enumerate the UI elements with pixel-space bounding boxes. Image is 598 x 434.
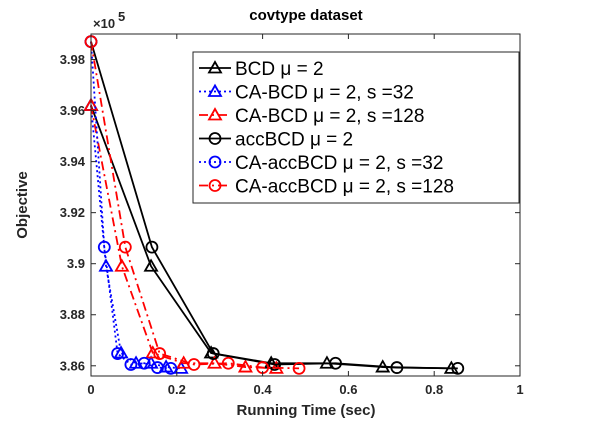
series-4-point: [329, 356, 342, 370]
series-2-point: [98, 258, 114, 272]
x-tick-label: 0.6: [339, 382, 357, 397]
series-3-point: [237, 359, 253, 373]
series-4: [84, 35, 465, 375]
series-6-point: [153, 347, 167, 360]
series-6-point: [187, 358, 201, 371]
plot-frame: [90, 33, 521, 377]
legend-swatch-marker: [208, 179, 222, 192]
series-6-point: [221, 356, 235, 370]
series-5-point: [124, 358, 138, 371]
chart-title: covtype dataset: [249, 7, 362, 24]
series-5-point: [111, 347, 124, 360]
legend-box: [192, 51, 520, 204]
axes-layer: 0 0.2 0.4 0.6 0.8 1 3.86 3.88 3.9 3.92 3.94 3.96 3.9…: [60, 33, 524, 397]
series-5-line: [90, 41, 171, 370]
y-tick-label: 3.86: [60, 358, 85, 373]
legend-item-4: accBCD μ = 2: [199, 130, 353, 151]
y-tick-label: 3.9: [67, 256, 85, 271]
y-exponent-base: ×10: [93, 16, 115, 31]
series-4-point: [390, 361, 404, 374]
series-5-point: [151, 361, 164, 374]
legend-swatch-marker: [208, 132, 222, 145]
x-tick-label: 1: [516, 382, 523, 397]
series-6-point: [118, 240, 132, 254]
series-5-point: [137, 356, 151, 370]
legend-label: CA-accBCD μ = 2, s =32: [235, 153, 443, 174]
legend-label: CA-accBCD μ = 2, s =128: [235, 177, 454, 198]
x-tick-label: 0.2: [168, 382, 186, 397]
y-tick-label: 3.96: [60, 103, 85, 118]
legend-label: accBCD μ = 2: [235, 130, 353, 151]
y-tick-label: 3.98: [60, 52, 85, 67]
series-3-point: [114, 258, 130, 272]
legend-label: CA-BCD μ = 2, s =32: [235, 83, 414, 104]
legend-item-1: BCD μ = 2: [199, 59, 324, 80]
y-axis-label: Objective: [14, 171, 31, 239]
series-5-point: [164, 361, 178, 375]
x-axis-label: Running Time (sec): [237, 402, 376, 419]
legend-item-6: CA-accBCD μ = 2, s =128: [199, 177, 454, 198]
legend-item-2: CA-BCD μ = 2, s =32: [199, 83, 414, 104]
x-tick-label: 0.8: [425, 382, 443, 397]
legend-label: BCD μ = 2: [235, 59, 324, 80]
series-3-point: [145, 345, 161, 359]
legend-item-5: CA-accBCD μ = 2, s =32: [199, 153, 443, 174]
series-layer: [83, 35, 465, 375]
series-4-point: [268, 358, 282, 371]
x-tick-label: 0: [87, 382, 94, 397]
series-4-point: [145, 240, 159, 254]
series-4-point: [451, 361, 465, 375]
y-exponent-power: 5: [118, 9, 125, 24]
series-3-point: [207, 355, 223, 369]
legend-swatch-marker: [207, 60, 223, 74]
y-tick-label: 3.92: [60, 205, 85, 220]
x-tick-label: 0.4: [254, 382, 273, 397]
series-4-point: [206, 347, 220, 360]
series-5: [84, 35, 178, 375]
series-1-point: [143, 258, 159, 272]
legend-swatch-marker: [207, 107, 223, 121]
series-3-line: [90, 105, 277, 370]
legend-swatch-marker: [208, 155, 222, 169]
series-6-point: [292, 361, 306, 375]
y-tick-label: 3.94: [60, 154, 86, 169]
legend-swatch-marker: [207, 83, 223, 97]
legend-label: CA-BCD μ = 2, s =128: [235, 106, 424, 127]
series-5-point: [97, 240, 111, 254]
y-tick-label: 3.88: [60, 307, 85, 322]
series-4-line: [90, 41, 458, 370]
series-6-line: [90, 41, 300, 370]
legend-item-3: CA-BCD μ = 2, s =128: [199, 106, 424, 127]
y-exponent: ×10 5: [93, 9, 125, 31]
